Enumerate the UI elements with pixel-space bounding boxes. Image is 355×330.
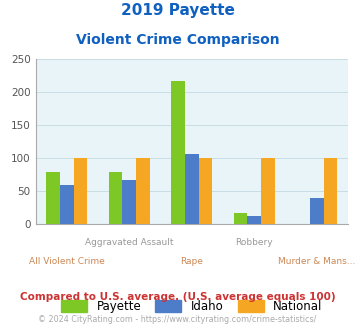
Text: © 2024 CityRating.com - https://www.cityrating.com/crime-statistics/: © 2024 CityRating.com - https://www.city…	[38, 315, 317, 324]
Bar	[136, 158, 150, 224]
Text: Robbery: Robbery	[235, 238, 273, 247]
Text: Violent Crime Comparison: Violent Crime Comparison	[76, 33, 279, 47]
Bar	[122, 180, 136, 224]
Bar	[73, 158, 87, 224]
Text: 2019 Payette: 2019 Payette	[121, 3, 234, 18]
Text: Murder & Mans...: Murder & Mans...	[278, 257, 355, 266]
Bar	[247, 216, 261, 224]
Bar	[60, 185, 73, 224]
Text: Rape: Rape	[180, 257, 203, 266]
Text: Compared to U.S. average. (U.S. average equals 100): Compared to U.S. average. (U.S. average …	[20, 292, 335, 302]
Bar	[109, 172, 122, 224]
Bar	[261, 158, 275, 224]
Text: All Violent Crime: All Violent Crime	[29, 257, 105, 266]
Legend: Payette, Idaho, National: Payette, Idaho, National	[56, 295, 327, 317]
Bar	[310, 198, 323, 224]
Bar	[234, 213, 247, 224]
Bar	[198, 158, 212, 224]
Bar	[171, 81, 185, 224]
Bar	[323, 158, 337, 224]
Text: Aggravated Assault: Aggravated Assault	[85, 238, 174, 247]
Bar	[46, 172, 60, 224]
Bar	[185, 154, 198, 224]
